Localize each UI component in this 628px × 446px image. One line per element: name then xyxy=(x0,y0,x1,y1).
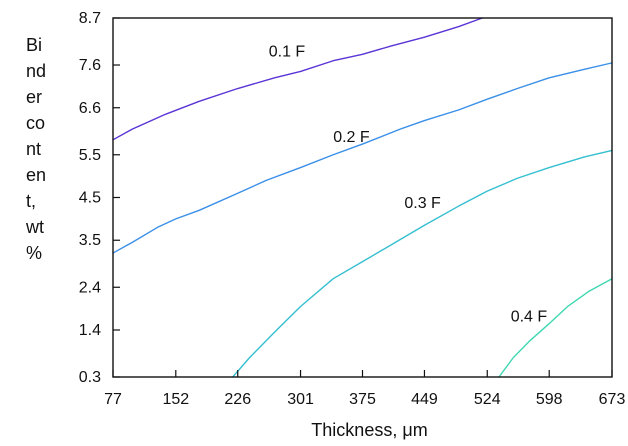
y-tick-label: 3.5 xyxy=(79,232,101,249)
y-axis-title-line: er xyxy=(26,87,42,107)
x-tick-label: 673 xyxy=(599,391,626,408)
y-tick-label: 1.4 xyxy=(79,322,101,339)
series-label-0.1-f: 0.1 F xyxy=(269,43,306,60)
y-axis-title-line: nd xyxy=(26,61,46,81)
x-axis-title: Thickness, μm xyxy=(311,420,427,440)
series-line-0.1-f xyxy=(112,17,483,141)
x-tick-label: 449 xyxy=(411,391,438,408)
series-label-0.3-f: 0.3 F xyxy=(404,195,441,212)
x-tick-label: 301 xyxy=(287,391,314,408)
axis-layer: 77 152 226 301 375 449 524 598 673 8.7 7.6 6.6 5.5 4.… xyxy=(79,10,626,408)
y-axis-title-line: en xyxy=(26,165,46,185)
x-tick-label: 524 xyxy=(474,391,501,408)
y-axis-title-line: wt xyxy=(25,217,44,237)
y-axis-title: Bi nd er co nt en t, wt% xyxy=(25,35,46,263)
label-layer: Thickness, μm Bi nd er co nt en t, wt% 0.1 F 0.2 F… xyxy=(25,35,547,440)
x-tick-label: 375 xyxy=(349,391,376,408)
x-tick-label: 226 xyxy=(224,391,251,408)
y-tick-label: 4.5 xyxy=(79,190,101,207)
y-axis-title-line: co xyxy=(26,113,45,133)
series-label-0.4-f: 0.4 F xyxy=(511,308,548,325)
y-axis-title-line: % xyxy=(26,243,42,263)
series-line-0.3-f xyxy=(232,149,613,378)
y-axis-title-line: nt xyxy=(26,139,41,159)
y-axis-title-line: t, xyxy=(26,191,36,211)
series-label-0.2-f: 0.2 F xyxy=(333,129,370,146)
y-tick-label: 2.4 xyxy=(79,279,101,296)
x-tick-label: 598 xyxy=(536,391,563,408)
x-tick-label: 152 xyxy=(162,391,189,408)
y-tick-label: 0.3 xyxy=(79,369,101,386)
y-tick-label: 8.7 xyxy=(79,10,101,27)
plot-layer xyxy=(112,17,613,378)
y-tick-label: 5.5 xyxy=(79,147,101,164)
series-line-0.2-f xyxy=(112,62,613,254)
y-axis-title-line: Bi xyxy=(26,35,42,55)
y-tick-label: 7.6 xyxy=(79,57,101,74)
x-tick-label: 77 xyxy=(104,391,122,408)
series-line-0.4-f xyxy=(498,278,613,378)
y-tick-label: 6.6 xyxy=(79,100,101,117)
